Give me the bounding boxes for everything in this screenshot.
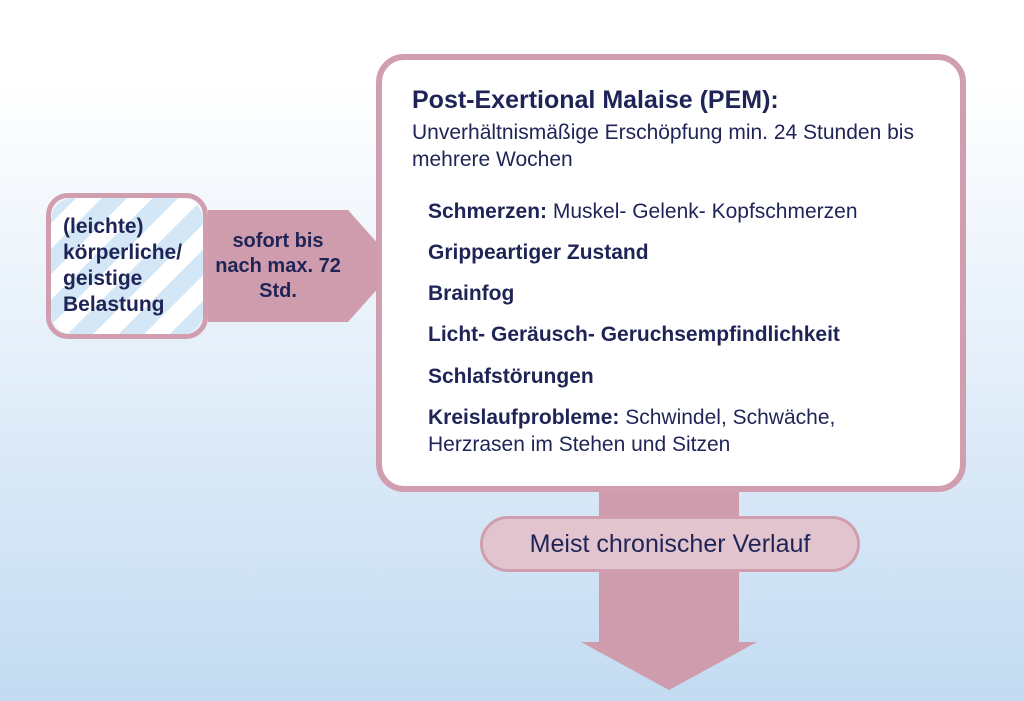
arrow-onset-shaft: sofort bis nach max. 72 Std.: [208, 210, 348, 322]
symptom-value: Muskel- Gelenk- Kopfschmerzen: [547, 200, 857, 223]
symptom-label: Brainfog: [428, 282, 514, 305]
arrow-onset-label: sofort bis nach max. 72 Std.: [208, 229, 348, 304]
pem-title: Post-Exertional Malaise (PEM):: [412, 86, 930, 115]
pem-symptom-list: Schmerzen: Muskel- Gelenk- Kopfschmerzen…: [412, 198, 930, 459]
box-pem: Post-Exertional Malaise (PEM): Unverhält…: [376, 54, 966, 492]
box-trigger-label: (leichte) körperliche/ geistige Belastun…: [63, 214, 191, 319]
symptom-label: Grippeartiger Zustand: [428, 241, 649, 264]
arrow-course-head: [581, 642, 757, 690]
box-trigger: (leichte) körperliche/ geistige Belastun…: [46, 193, 208, 339]
symptom-item: Brainfog: [428, 280, 930, 307]
symptom-item: Schlafstörungen: [428, 363, 930, 390]
symptom-label: Licht- Geräusch- Geruchsempfindlichkeit: [428, 323, 840, 346]
diagram-canvas: sofort bis nach max. 72 Std. (leichte) k…: [0, 0, 1024, 701]
symptom-item: Kreislaufprobleme: Schwindel, Schwäche, …: [428, 404, 930, 459]
symptom-item: Schmerzen: Muskel- Gelenk- Kopfschmerzen: [428, 198, 930, 225]
arrow-onset: sofort bis nach max. 72 Std.: [208, 210, 398, 322]
pem-subtitle: Unverhältnismäßige Erschöpfung min. 24 S…: [412, 119, 930, 174]
box-trigger-inner: (leichte) körperliche/ geistige Belastun…: [51, 198, 203, 334]
label-chronic-text: Meist chronischer Verlauf: [530, 530, 811, 559]
symptom-label: Schmerzen:: [428, 200, 547, 223]
symptom-item: Licht- Geräusch- Geruchsempfindlichkeit: [428, 321, 930, 348]
symptom-label: Kreislaufprobleme:: [428, 406, 619, 429]
symptom-label: Schlafstörungen: [428, 365, 594, 388]
label-chronic: Meist chronischer Verlauf: [480, 516, 860, 572]
symptom-item: Grippeartiger Zustand: [428, 239, 930, 266]
